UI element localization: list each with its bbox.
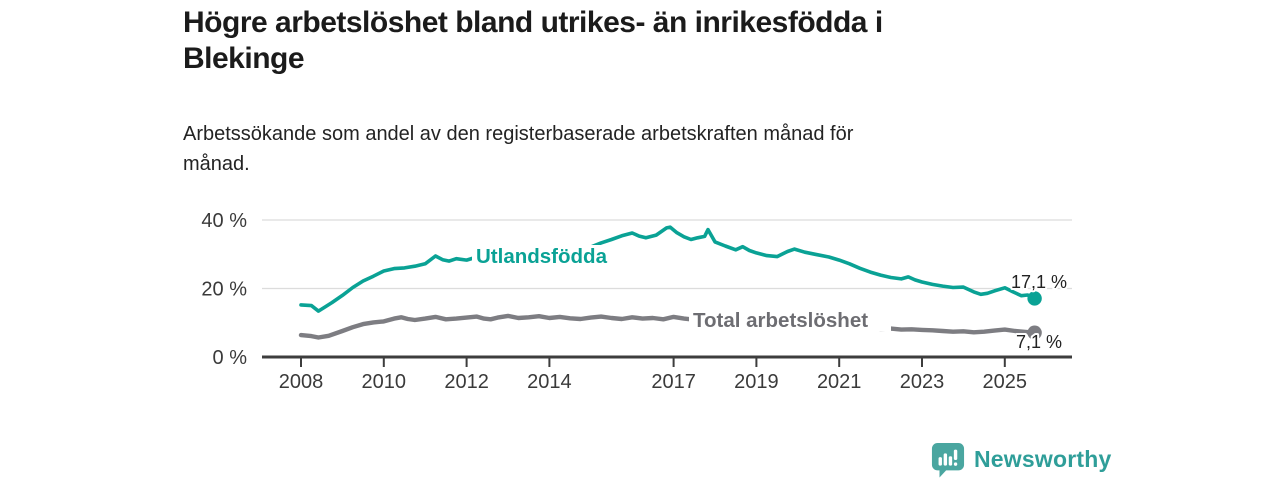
y-tick-label-40: 40 % [201,210,247,232]
series-line-total [298,313,1037,340]
newsworthy-icon [931,442,965,478]
subtitle-line-2: månad. [183,153,250,175]
x-tick-label-2025: 2025 [983,371,1028,393]
series-endpoint-dot-utlandsfodda [1027,291,1042,306]
series-label-utlandsfodda: Utlandsfödda [476,245,608,268]
x-tick-label-2010: 2010 [362,371,407,393]
series-label-bg [689,310,891,331]
x-tick-label-2008: 2008 [279,371,324,393]
end-value-label-utlandsfodda: 17,1 % [1011,272,1067,292]
x-tick-label-2021: 2021 [817,371,862,393]
y-tick-label-20: 20 % [201,279,247,301]
y-tick-label-0: 0 % [213,347,248,369]
title-line-2: Blekinge [183,42,305,75]
x-tick-label-2017: 2017 [651,371,696,393]
title-line-1: Högre arbetslöshet bland utrikes- än inr… [183,6,883,39]
series-label-total: Total arbetslöshet [693,309,868,332]
x-tick-label-2019: 2019 [734,371,779,393]
series-endpoint-dot-total [1027,325,1042,340]
subtitle-line-1: Arbetssökande som andel av den registerb… [183,123,854,145]
series-label-bg [472,245,630,267]
newsworthy-wordmark: Newsworthy [974,446,1112,472]
end-value-label-total: 7,1 % [1016,332,1062,352]
x-tick-label-2014: 2014 [527,371,572,393]
newsworthy-logo[interactable]: Newsworthy [931,441,1111,478]
x-tick-label-2012: 2012 [444,371,489,393]
page-title: Högre arbetslöshet bland utrikes- än inr… [183,5,1083,77]
chart-subtitle: Arbetssökande som andel av den registerb… [183,119,1063,179]
series-line-utlandsfodda [299,225,1037,313]
x-tick-label-2023: 2023 [900,371,945,393]
